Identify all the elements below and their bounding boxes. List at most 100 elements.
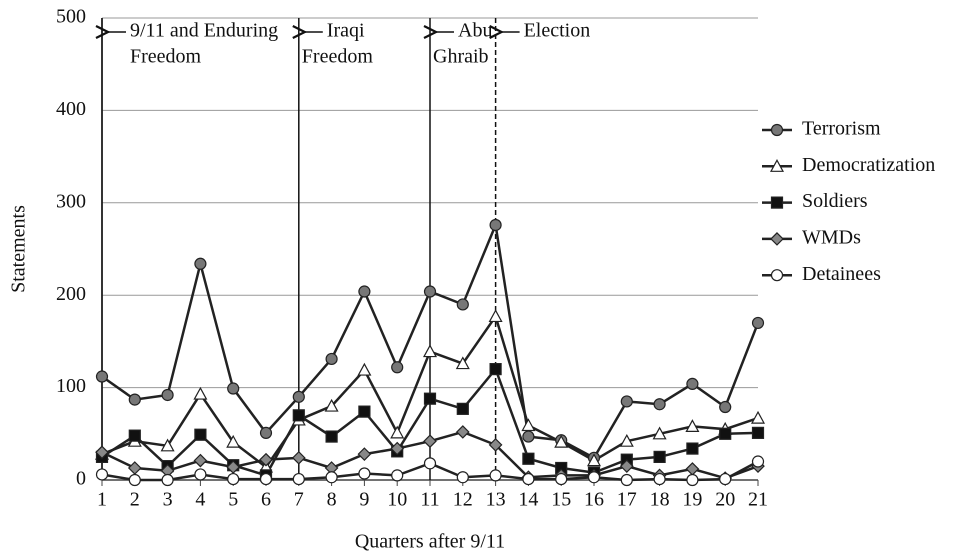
point [357,362,372,376]
point [619,459,634,473]
point [489,363,502,376]
point [325,430,338,443]
point [685,419,700,433]
point [456,471,469,484]
point [686,377,699,391]
legend-marker [770,232,784,246]
point [522,472,535,486]
point [291,450,306,465]
point [455,356,470,370]
point [685,462,700,476]
point [719,400,732,414]
point [390,425,405,439]
point [292,390,305,403]
point [619,433,634,447]
y-tick-label: 400 [56,98,86,120]
point [390,441,405,456]
y-tick-label: 300 [56,190,86,212]
point [587,471,601,484]
point [95,445,109,460]
legend-label: Terrorism [802,118,881,140]
point [423,457,437,470]
point [488,438,503,452]
point [653,472,666,486]
point [161,473,174,487]
point [455,425,470,439]
x-tick-label: 6 [261,489,271,511]
point [653,398,666,411]
x-tick-label: 20 [715,489,735,511]
point [750,410,766,424]
point [227,382,240,395]
point [751,316,765,330]
legend-marker [770,123,784,137]
event-label: 9/11 and Enduring [130,20,278,42]
y-tick-label: 100 [56,375,86,397]
point [193,386,208,400]
event-label: Iraqi [327,20,365,42]
point [160,438,175,452]
point [161,388,174,402]
point [95,370,109,383]
point [751,455,765,468]
point [194,257,207,270]
point [259,426,273,439]
x-tick-label: 7 [294,489,304,511]
point [686,442,699,455]
legend-marker [770,269,784,282]
event-label: Abu [458,20,492,42]
point [292,472,305,486]
y-tick-label: 500 [56,6,86,28]
x-tick-label: 9 [359,489,369,511]
point [325,352,338,366]
point [489,218,502,232]
point [193,453,208,468]
x-tick-label: 5 [228,489,238,511]
point [719,472,732,486]
point [522,452,535,465]
legend-label: Detainees [802,263,881,285]
legend-marker [769,159,785,172]
point [259,452,273,467]
point [391,361,404,374]
event-label: Freedom [130,46,202,68]
point [259,472,273,486]
point [456,402,469,415]
point [555,472,568,486]
point [358,467,371,480]
y-tick-label: 200 [56,283,86,305]
point [391,469,404,482]
point [719,427,732,440]
point [227,472,240,486]
event-label: Ghraib [433,46,489,68]
x-axis-label: Quarters after 9/11 [355,531,505,553]
legend-label: WMDs [802,226,861,248]
x-tick-label: 13 [486,489,506,511]
point [423,434,437,449]
x-tick-label: 21 [748,489,768,511]
point [226,434,241,448]
legend-label: Democratization [802,154,935,176]
x-tick-label: 15 [551,489,571,511]
point [422,344,438,358]
x-tick-label: 12 [453,489,473,511]
point [325,471,338,484]
point [127,461,142,475]
point [423,285,437,298]
point [194,428,207,441]
y-axis-label: Statements [8,205,30,293]
x-tick-label: 8 [327,489,337,511]
point [128,473,141,487]
point [620,395,633,408]
point [620,473,633,487]
legend-label: Soldiers [802,190,868,212]
legend-marker [770,196,784,209]
x-tick-label: 3 [163,489,173,511]
point [357,447,372,461]
point [423,392,437,405]
point [128,393,141,406]
point [456,298,469,311]
x-tick-label: 1 [97,489,107,511]
point [489,469,502,482]
